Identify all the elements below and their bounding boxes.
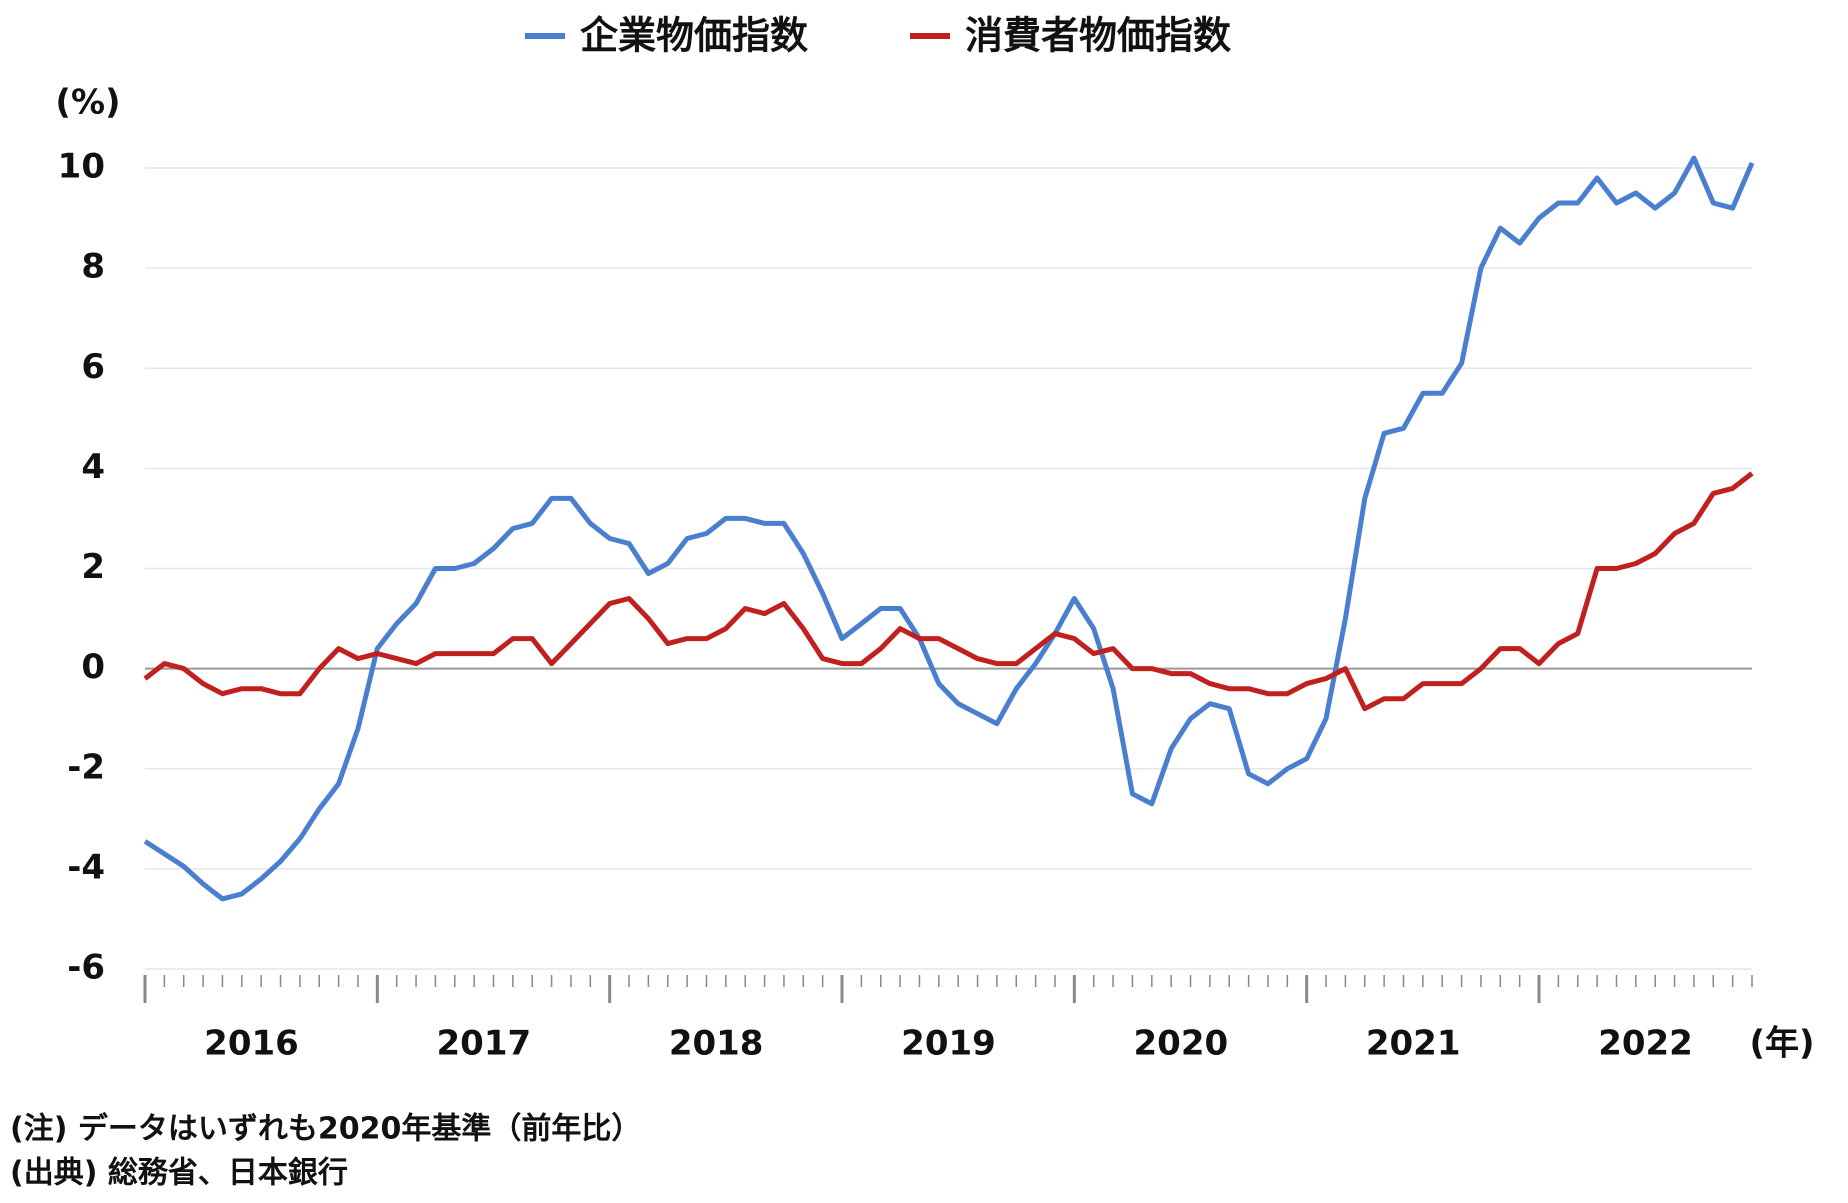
y-tick-label: -2: [67, 747, 105, 787]
y-tick-label: 10: [58, 147, 105, 187]
series-line: [143, 471, 1754, 712]
x-tick-label: 2017: [437, 1024, 532, 1064]
note: (注) データはいずれも2020年基準（前年比）: [10, 1112, 641, 1147]
x-axis-label: (年): [1749, 1024, 1814, 1064]
y-axis-label: (%): [55, 83, 120, 123]
y-tick-label: -4: [67, 847, 105, 887]
series-line: [143, 155, 1755, 902]
x-tick-label: 2016: [204, 1024, 299, 1064]
x-tick-label: 2019: [901, 1024, 996, 1064]
x-tick-label: 2021: [1366, 1024, 1461, 1064]
legend-label: 消費者物価指数: [965, 14, 1231, 58]
legend-label: 企業物価指数: [580, 14, 808, 58]
y-tick-label: 0: [81, 647, 105, 687]
x-tick-label: 2022: [1598, 1024, 1693, 1064]
note: (出典) 総務省、日本銀行: [10, 1156, 348, 1191]
y-tick-label: 6: [81, 347, 105, 387]
y-tick-label: 4: [81, 447, 105, 487]
y-tick-label: 8: [81, 247, 105, 287]
x-tick-label: 2018: [669, 1024, 764, 1064]
y-tick-label: 2: [81, 547, 105, 587]
y-tick-label: -6: [67, 948, 105, 988]
x-tick-label: 2020: [1134, 1024, 1229, 1064]
